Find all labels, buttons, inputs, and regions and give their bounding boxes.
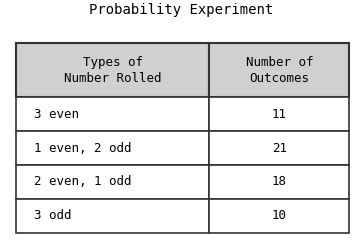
- Bar: [16, 165, 210, 199]
- Text: 3 even: 3 even: [34, 108, 79, 121]
- Text: Probability Experiment: Probability Experiment: [89, 3, 273, 17]
- Text: 1 even, 2 odd: 1 even, 2 odd: [34, 142, 132, 155]
- Bar: [16, 97, 210, 131]
- Text: Number of
Outcomes: Number of Outcomes: [246, 56, 313, 85]
- Bar: [210, 131, 349, 165]
- Bar: [210, 43, 349, 97]
- Bar: [16, 199, 210, 233]
- Text: 10: 10: [272, 209, 287, 222]
- Bar: [16, 131, 210, 165]
- Text: 3 odd: 3 odd: [34, 209, 72, 222]
- Text: 2 even, 1 odd: 2 even, 1 odd: [34, 175, 132, 188]
- Text: 21: 21: [272, 142, 287, 155]
- Bar: [210, 165, 349, 199]
- Text: 11: 11: [272, 108, 287, 121]
- Bar: [210, 199, 349, 233]
- Text: 18: 18: [272, 175, 287, 188]
- Text: Types of
Number Rolled: Types of Number Rolled: [64, 56, 161, 85]
- Bar: [16, 43, 210, 97]
- Bar: [210, 97, 349, 131]
